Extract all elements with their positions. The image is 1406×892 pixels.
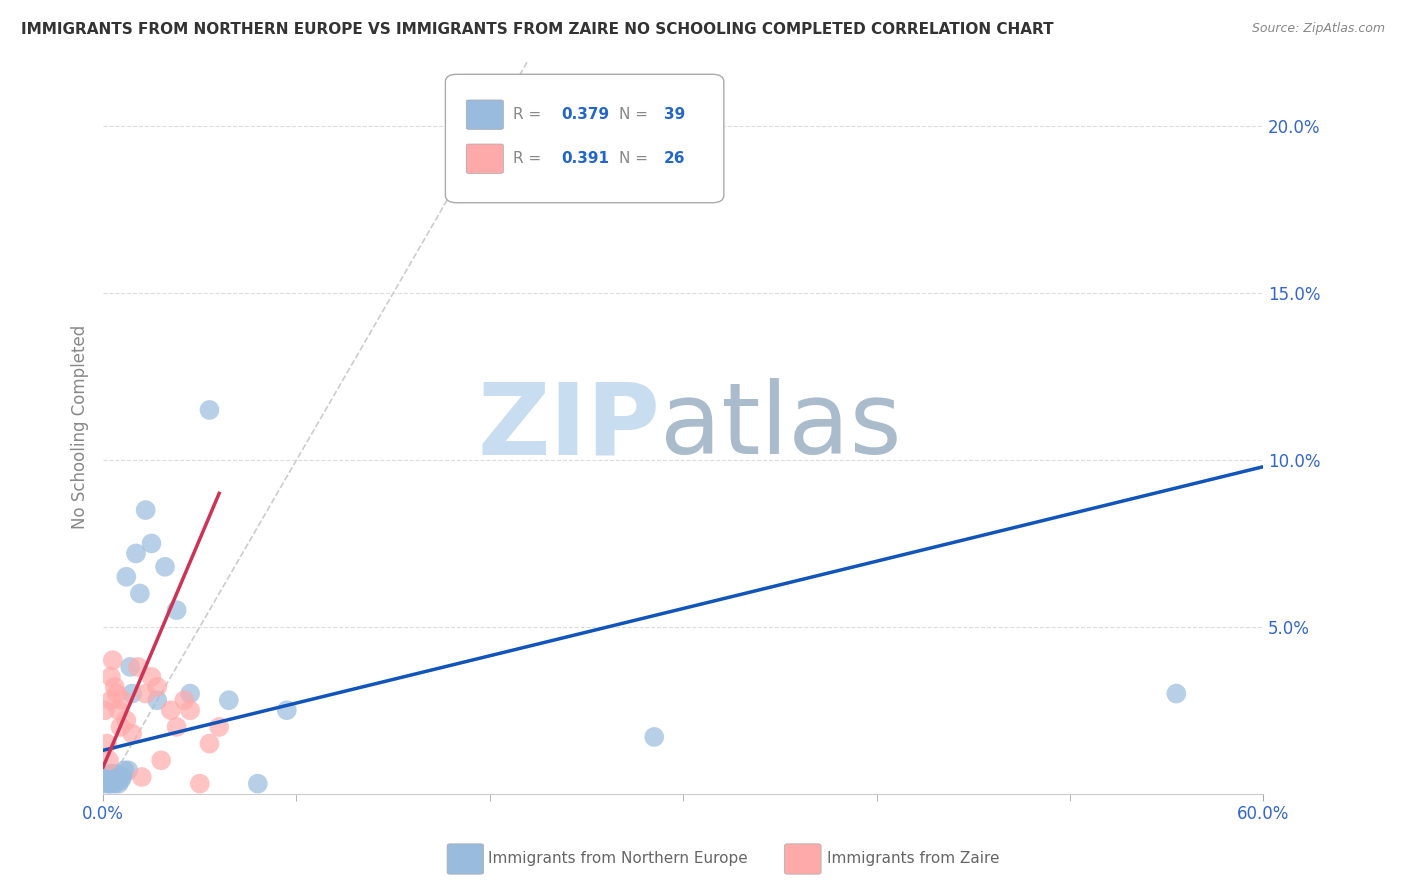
- Point: [94, 703, 117, 717]
- Point: [218, 693, 240, 707]
- Point: [101, 770, 124, 784]
- Point: [100, 773, 122, 788]
- Point: [100, 777, 122, 791]
- Text: atlas: atlas: [659, 378, 901, 475]
- Point: [115, 570, 138, 584]
- Point: [97, 753, 120, 767]
- Text: 0.391: 0.391: [561, 152, 609, 166]
- Point: [107, 770, 129, 784]
- Point: [105, 766, 128, 780]
- Point: [96, 737, 118, 751]
- Text: Immigrants from Zaire: Immigrants from Zaire: [827, 852, 1000, 866]
- Point: [125, 546, 148, 560]
- Point: [135, 503, 157, 517]
- Point: [246, 777, 269, 791]
- Point: [100, 670, 122, 684]
- Point: [104, 770, 127, 784]
- Point: [166, 720, 188, 734]
- Point: [105, 687, 128, 701]
- Point: [94, 773, 117, 788]
- Point: [188, 777, 211, 791]
- Point: [110, 720, 132, 734]
- Point: [276, 703, 298, 717]
- Point: [146, 693, 169, 707]
- Point: [131, 770, 153, 784]
- Point: [153, 559, 176, 574]
- Point: [96, 770, 118, 784]
- Point: [1166, 687, 1188, 701]
- Point: [146, 680, 169, 694]
- Point: [128, 586, 150, 600]
- FancyBboxPatch shape: [446, 74, 724, 202]
- Point: [120, 660, 142, 674]
- Point: [101, 773, 124, 788]
- Text: Source: ZipAtlas.com: Source: ZipAtlas.com: [1251, 22, 1385, 36]
- Point: [115, 713, 138, 727]
- Point: [127, 660, 149, 674]
- Point: [107, 703, 129, 717]
- Point: [150, 753, 173, 767]
- Point: [198, 737, 221, 751]
- Point: [117, 764, 139, 778]
- Point: [198, 403, 221, 417]
- Point: [104, 777, 127, 791]
- Point: [100, 766, 122, 780]
- Text: ZIP: ZIP: [477, 378, 659, 475]
- Point: [111, 693, 134, 707]
- Point: [112, 764, 135, 778]
- Point: [111, 770, 134, 784]
- Text: R =: R =: [513, 152, 546, 166]
- Point: [135, 687, 157, 701]
- Text: Immigrants from Northern Europe: Immigrants from Northern Europe: [488, 852, 748, 866]
- Point: [110, 773, 132, 788]
- Point: [97, 777, 120, 791]
- Point: [105, 773, 128, 788]
- Text: 0.379: 0.379: [561, 107, 610, 122]
- Point: [121, 687, 143, 701]
- Text: IMMIGRANTS FROM NORTHERN EUROPE VS IMMIGRANTS FROM ZAIRE NO SCHOOLING COMPLETED : IMMIGRANTS FROM NORTHERN EUROPE VS IMMIG…: [21, 22, 1053, 37]
- Text: 39: 39: [664, 107, 685, 122]
- Text: 26: 26: [664, 152, 685, 166]
- Point: [101, 766, 124, 780]
- Text: N =: N =: [620, 107, 654, 122]
- Point: [107, 777, 129, 791]
- Point: [643, 730, 665, 744]
- Point: [101, 653, 124, 667]
- Point: [121, 726, 143, 740]
- Point: [97, 773, 120, 788]
- Text: R =: R =: [513, 107, 546, 122]
- Point: [104, 680, 127, 694]
- Point: [173, 693, 195, 707]
- Point: [100, 693, 122, 707]
- Point: [141, 670, 163, 684]
- Point: [179, 703, 201, 717]
- Point: [208, 720, 231, 734]
- FancyBboxPatch shape: [467, 100, 503, 129]
- FancyBboxPatch shape: [467, 144, 503, 173]
- Point: [159, 703, 181, 717]
- Point: [141, 536, 163, 550]
- Point: [97, 770, 120, 784]
- Point: [96, 777, 118, 791]
- Point: [166, 603, 188, 617]
- Text: N =: N =: [620, 152, 654, 166]
- Y-axis label: No Schooling Completed: No Schooling Completed: [72, 325, 89, 529]
- Point: [179, 687, 201, 701]
